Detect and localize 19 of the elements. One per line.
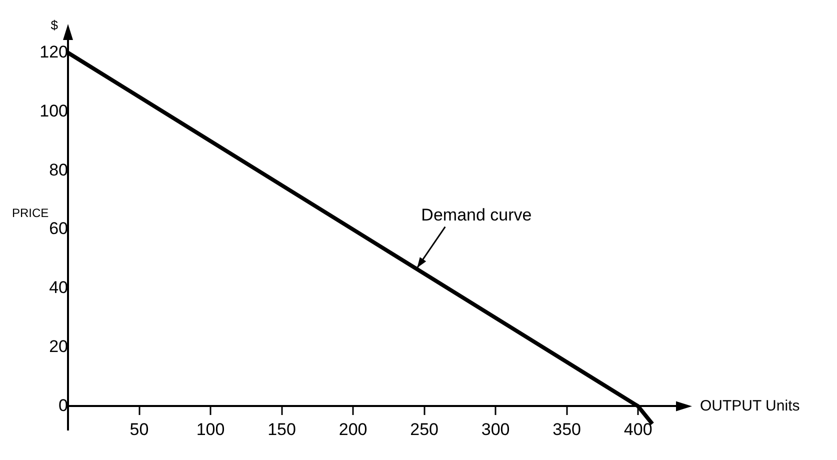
y-axis-title: PRICE xyxy=(12,206,49,220)
y-tick-label: 120 xyxy=(40,42,68,62)
y-tick-label: 80 xyxy=(49,160,68,180)
x-tick-label: 350 xyxy=(552,420,582,440)
x-tick-label: 50 xyxy=(130,420,149,440)
y-tick-label: 40 xyxy=(49,278,68,298)
y-tick-label: 0 xyxy=(58,396,68,415)
y-tick-label: 20 xyxy=(49,337,68,356)
y-tick-label: 100 xyxy=(40,101,68,120)
x-tick-label: 400 xyxy=(624,420,652,440)
x-tick-label: 100 xyxy=(196,420,225,440)
x-tick-label: 200 xyxy=(338,420,368,440)
x-tick-label: 150 xyxy=(268,420,296,440)
annotation: Demand curve xyxy=(421,205,532,224)
x-axis-title: OUTPUT Units xyxy=(700,397,800,414)
y-tick-label: 60 xyxy=(49,219,68,238)
chart-title: $ xyxy=(50,18,59,33)
x-tick-label: 300 xyxy=(481,420,510,440)
x-tick-label: 250 xyxy=(410,420,438,440)
